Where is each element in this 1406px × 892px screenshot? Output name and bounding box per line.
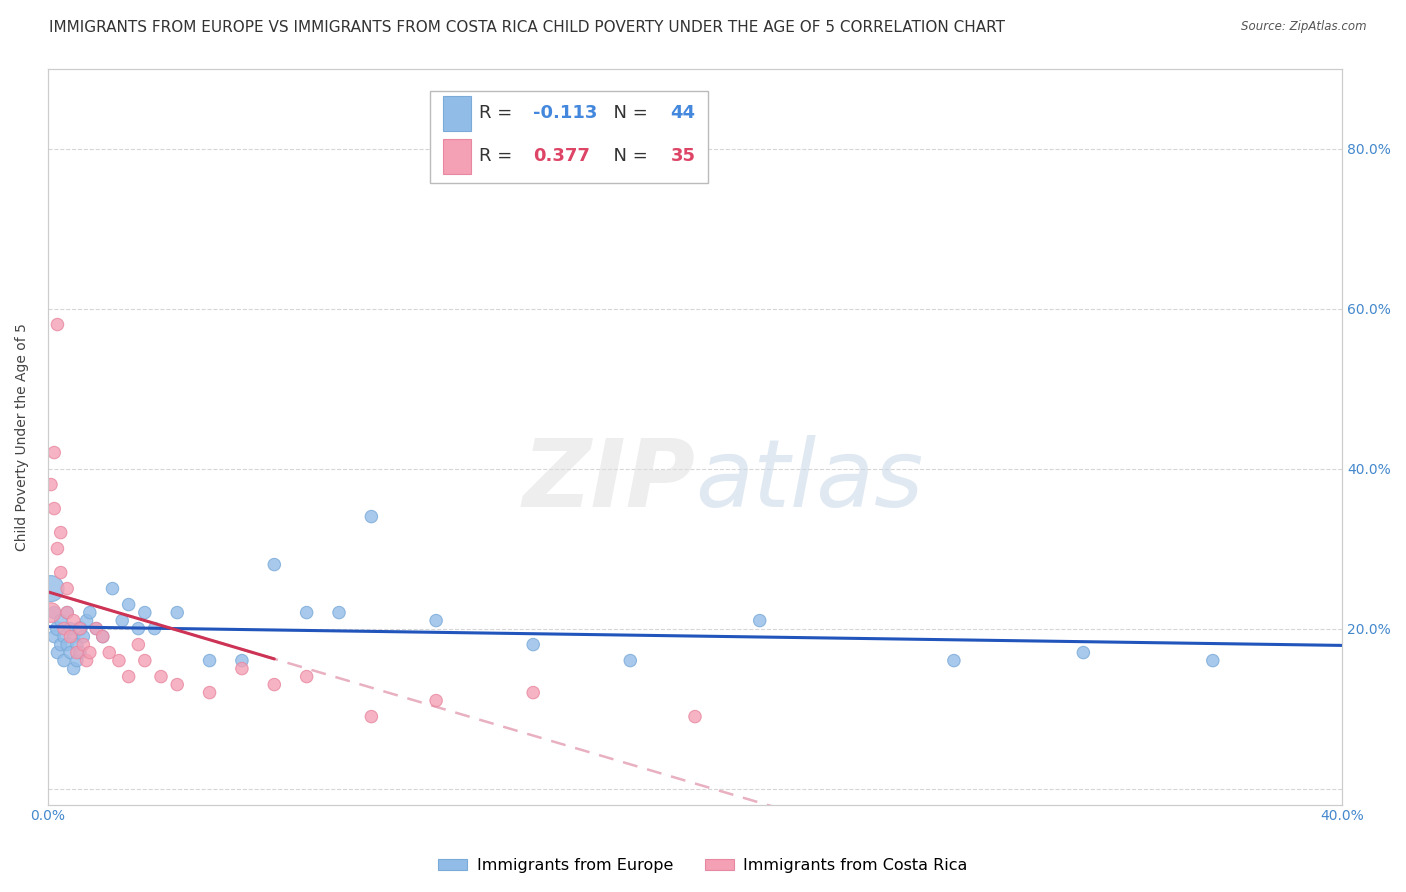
Bar: [443, 95, 471, 131]
Point: [522, 685, 544, 699]
Point: [66, 646, 89, 660]
Point: [118, 598, 141, 612]
Point: [143, 622, 166, 636]
Point: [66, 654, 89, 668]
Point: [52, 622, 75, 636]
Text: R =: R =: [479, 103, 517, 121]
Point: [56, 638, 79, 652]
Point: [295, 606, 318, 620]
Point: [56, 606, 79, 620]
Point: [44, 445, 66, 459]
Point: [46, 318, 69, 332]
Point: [62, 662, 84, 676]
Point: [59, 630, 82, 644]
Point: [59, 646, 82, 660]
Point: [231, 662, 253, 676]
Point: [101, 582, 124, 596]
Point: [328, 606, 350, 620]
Point: [360, 509, 382, 524]
Point: [198, 654, 221, 668]
Point: [62, 630, 84, 644]
Point: [1202, 654, 1225, 668]
Point: [39, 477, 62, 491]
Point: [59, 622, 82, 636]
Text: atlas: atlas: [695, 435, 924, 526]
Point: [49, 566, 72, 580]
Point: [111, 614, 134, 628]
Point: [134, 654, 156, 668]
Point: [134, 606, 156, 620]
Point: [84, 622, 107, 636]
Point: [49, 638, 72, 652]
Text: Source: ZipAtlas.com: Source: ZipAtlas.com: [1241, 20, 1367, 33]
Point: [44, 606, 66, 620]
Point: [127, 622, 149, 636]
Point: [49, 525, 72, 540]
Point: [72, 630, 94, 644]
Point: [231, 654, 253, 668]
Text: 0.377: 0.377: [533, 147, 591, 165]
Point: [56, 582, 79, 596]
Point: [49, 614, 72, 628]
Point: [683, 709, 706, 723]
Point: [52, 630, 75, 644]
Point: [127, 638, 149, 652]
Point: [522, 638, 544, 652]
Point: [425, 614, 447, 628]
Text: N =: N =: [602, 147, 654, 165]
Point: [52, 654, 75, 668]
Point: [263, 677, 285, 691]
Legend: Immigrants from Europe, Immigrants from Costa Rica: Immigrants from Europe, Immigrants from …: [432, 852, 974, 880]
Point: [108, 654, 131, 668]
Text: IMMIGRANTS FROM EUROPE VS IMMIGRANTS FROM COSTA RICA CHILD POVERTY UNDER THE AGE: IMMIGRANTS FROM EUROPE VS IMMIGRANTS FRO…: [49, 20, 1005, 35]
Point: [360, 709, 382, 723]
Point: [39, 582, 62, 596]
Point: [295, 670, 318, 684]
Point: [942, 654, 965, 668]
Point: [150, 670, 173, 684]
Text: 35: 35: [671, 147, 696, 165]
Point: [166, 677, 188, 691]
Point: [263, 558, 285, 572]
Point: [118, 670, 141, 684]
Text: 44: 44: [671, 103, 696, 121]
Point: [166, 606, 188, 620]
Point: [79, 606, 101, 620]
Point: [44, 501, 66, 516]
Point: [91, 630, 114, 644]
Point: [98, 646, 121, 660]
Point: [69, 622, 91, 636]
Point: [1073, 646, 1095, 660]
Point: [198, 685, 221, 699]
Point: [748, 614, 770, 628]
Text: ZIP: ZIP: [522, 434, 695, 527]
Point: [619, 654, 641, 668]
Point: [91, 630, 114, 644]
Point: [46, 622, 69, 636]
Point: [425, 693, 447, 707]
Point: [39, 606, 62, 620]
Point: [79, 646, 101, 660]
Point: [72, 638, 94, 652]
Bar: [430, 91, 709, 183]
Point: [62, 614, 84, 628]
Bar: [443, 139, 471, 174]
Text: N =: N =: [602, 103, 654, 121]
Point: [84, 622, 107, 636]
Y-axis label: Child Poverty Under the Age of 5: Child Poverty Under the Age of 5: [15, 323, 30, 550]
Point: [69, 646, 91, 660]
Point: [44, 630, 66, 644]
Point: [76, 654, 98, 668]
Point: [69, 622, 91, 636]
Point: [46, 541, 69, 556]
Text: R =: R =: [479, 147, 517, 165]
Point: [46, 646, 69, 660]
Point: [66, 638, 89, 652]
Point: [56, 606, 79, 620]
Text: -0.113: -0.113: [533, 103, 598, 121]
Point: [76, 614, 98, 628]
